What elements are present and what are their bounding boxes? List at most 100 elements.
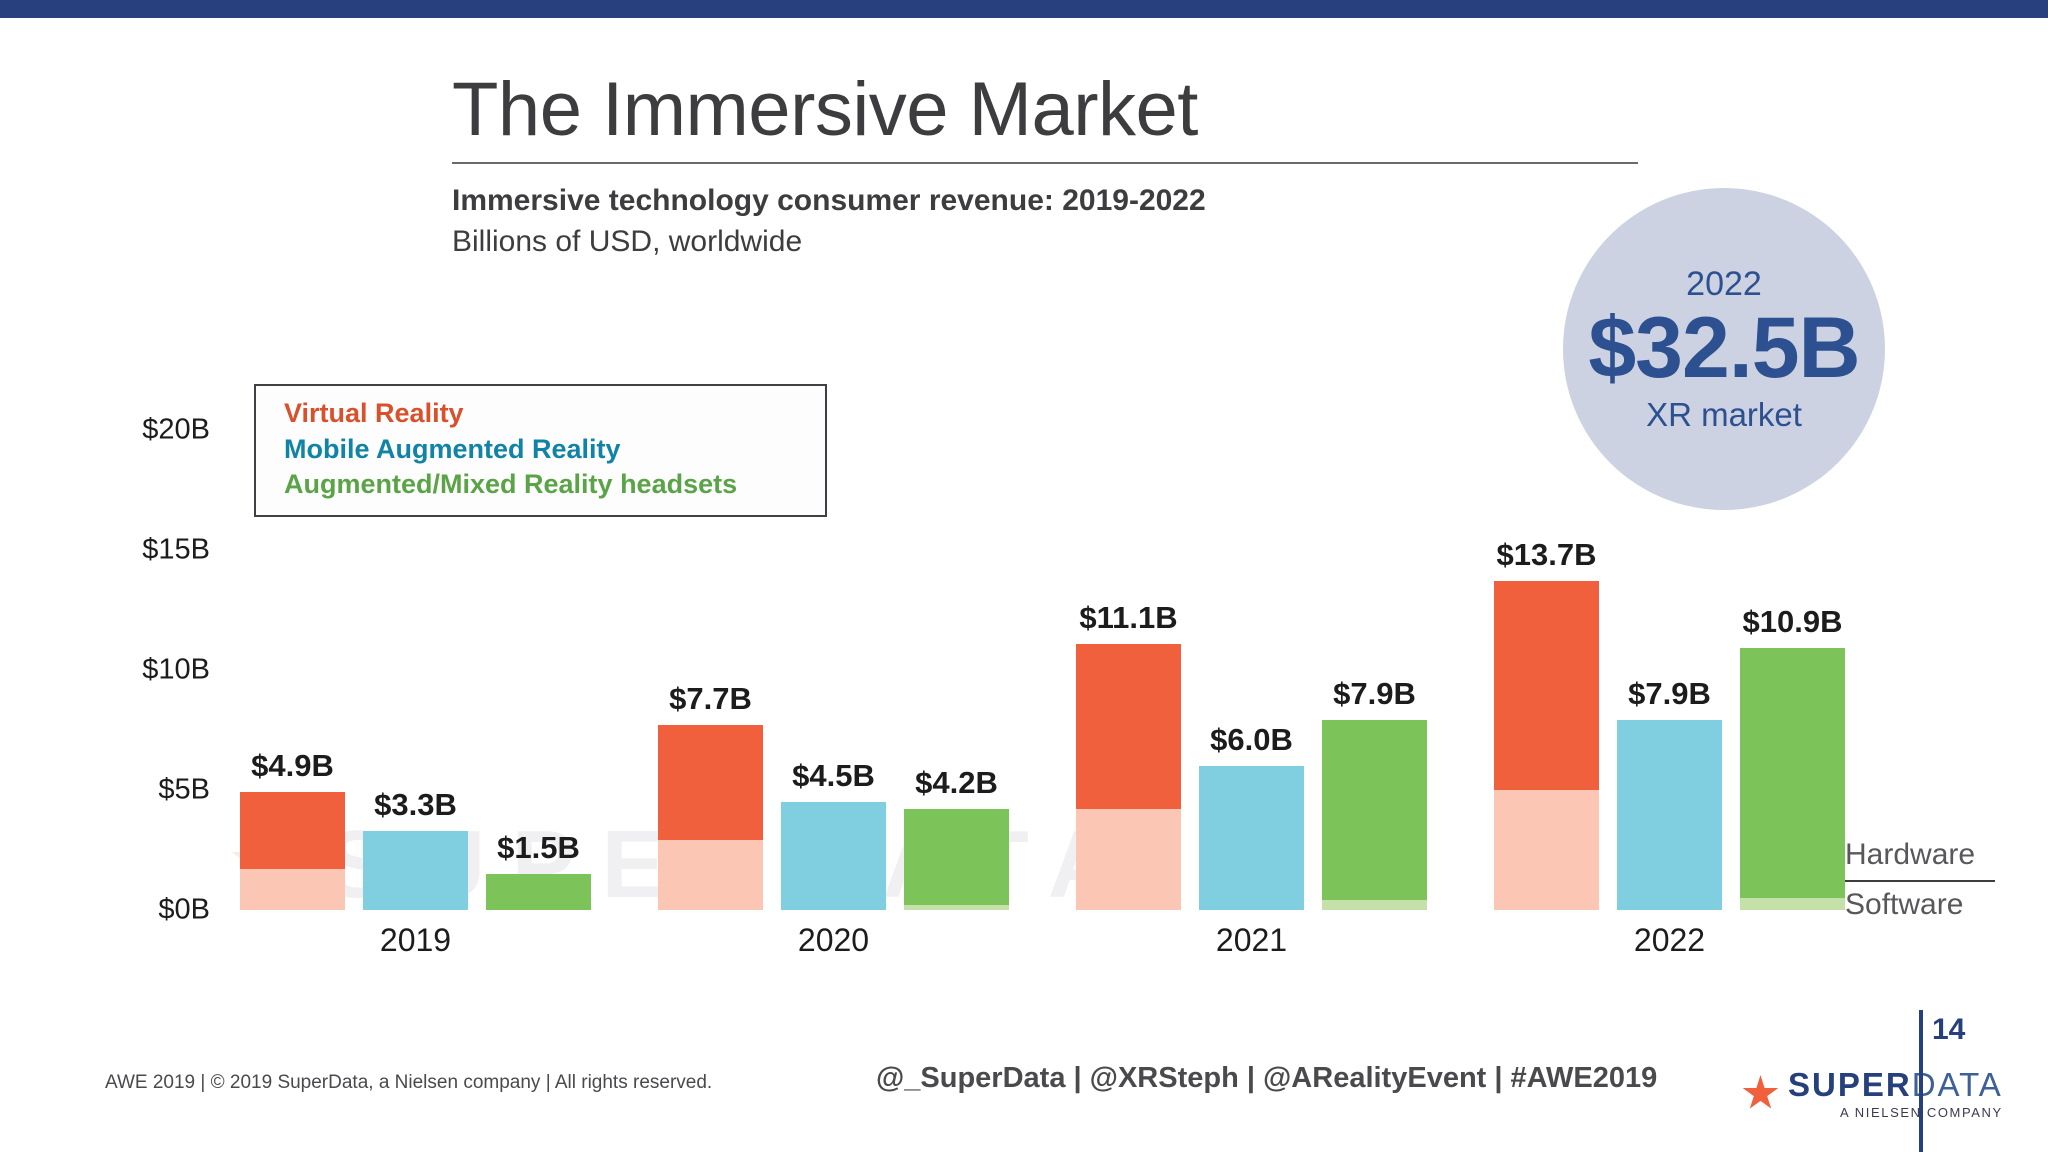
- x-axis-label-2021: 2021: [1215, 922, 1288, 958]
- bar-segment-hardware: [1199, 766, 1304, 910]
- bar-2019-virtual-reality[interactable]: $4.9B: [240, 748, 345, 910]
- bar-rect: [781, 802, 886, 910]
- bar-group-2021: $11.1B $6.0B $7.9B 2021: [1076, 430, 1439, 958]
- bar-2022-mobile-augmented-reality[interactable]: $7.9B: [1617, 676, 1722, 910]
- callout-year: 2022: [1686, 264, 1762, 303]
- bar-2019-mobile-augmented-reality[interactable]: $3.3B: [363, 787, 468, 910]
- plot-area: $4.9B $3.3B $1.5B 2019 $7.7B $4.5B $4.2B 2020 $1…: [240, 430, 1910, 958]
- x-axis-label-2022: 2022: [1633, 922, 1706, 958]
- bar-rect: [1740, 648, 1845, 910]
- bar-segment-software: [1322, 900, 1427, 910]
- bar-2022-virtual-reality[interactable]: $13.7B: [1494, 537, 1599, 910]
- y-axis-tick-5: $5B: [158, 773, 210, 806]
- bar-value-label: $6.0B: [1210, 722, 1293, 757]
- bar-segment-hardware: [1740, 648, 1845, 898]
- bar-segment-hardware: [1076, 643, 1181, 810]
- x-axis-label-2020: 2020: [797, 922, 870, 958]
- bars-row: $11.1B $6.0B $7.9B: [1076, 430, 1439, 910]
- bar-rect: [240, 792, 345, 910]
- bar-rect: [904, 809, 1009, 910]
- bar-rect: [1076, 643, 1181, 910]
- footer-copyright: AWE 2019 | © 2019 SuperData, a Nielsen c…: [105, 1072, 713, 1093]
- bar-2020-mobile-augmented-reality[interactable]: $4.5B: [781, 758, 886, 910]
- chart-subtitle-secondary: Billions of USD, worldwide: [452, 225, 803, 259]
- legend-item-virtual-reality: Virtual Reality: [284, 398, 464, 428]
- y-axis-tick-20: $20B: [142, 413, 210, 446]
- bar-segment-software: [658, 840, 763, 910]
- bar-rect: [1494, 581, 1599, 910]
- bar-value-label: $3.3B: [374, 786, 457, 822]
- bar-segment-hardware: [240, 792, 345, 870]
- y-axis: $0B $5B $10B $15B $20B: [40, 0, 210, 1152]
- page-title: The Immersive Market: [452, 67, 1198, 152]
- bar-segment-software: [240, 869, 345, 910]
- bar-2021-virtual-reality[interactable]: $11.1B: [1076, 600, 1181, 910]
- logo-data-text: DATA: [1911, 1066, 2003, 1103]
- bar-2021-mobile-augmented-reality[interactable]: $6.0B: [1199, 722, 1304, 910]
- bar-segment-hardware: [1322, 720, 1427, 901]
- footer-social-handles: @_SuperData | @XRSteph | @ARealityEvent …: [876, 1062, 1658, 1094]
- star-icon: [1742, 1075, 1779, 1109]
- bar-rect: [658, 725, 763, 910]
- page-number: 14: [1932, 1013, 1966, 1046]
- software-label: Software: [1845, 887, 1964, 921]
- bars-row: $7.7B $4.5B $4.2B: [658, 430, 1021, 910]
- x-axis-label-2019: 2019: [379, 922, 452, 958]
- bar-rect: [1322, 720, 1427, 910]
- title-block: The Immersive Market Immersive technolog…: [452, 72, 1642, 262]
- bar-value-label: $4.2B: [915, 765, 998, 801]
- bar-value-label: $13.7B: [1496, 537, 1597, 573]
- page-number-rule: [1919, 1010, 1923, 1152]
- bar-value-label: $4.5B: [792, 758, 875, 793]
- bar-2021-augmented-mixed-reality-headsets[interactable]: $7.9B: [1322, 676, 1427, 910]
- bar-rect: [1199, 766, 1304, 910]
- bar-rect: [1617, 720, 1722, 910]
- bar-value-label: $7.9B: [1628, 676, 1711, 712]
- title-divider: [452, 162, 1638, 164]
- bar-segment-hardware: [1617, 720, 1722, 910]
- bar-value-label: $4.9B: [251, 748, 334, 784]
- bars-row: $4.9B $3.3B $1.5B: [240, 430, 603, 910]
- bars-row: $13.7B $7.9B $10.9B: [1494, 430, 1857, 910]
- top-accent-bar: [0, 0, 2048, 18]
- bar-2019-augmented-mixed-reality-headsets[interactable]: $1.5B: [486, 830, 591, 910]
- logo-wordmark: SUPERDATA A NIELSEN COMPANY: [1788, 1068, 2003, 1119]
- y-axis-tick-15: $15B: [142, 533, 210, 566]
- logo-tagline: A NIELSEN COMPANY: [1840, 1105, 2003, 1120]
- bar-value-label: $11.1B: [1079, 599, 1178, 635]
- bar-segment-hardware: [1494, 581, 1599, 790]
- bar-2022-augmented-mixed-reality-headsets[interactable]: $10.9B: [1740, 604, 1845, 910]
- bar-segment-software: [1494, 790, 1599, 910]
- logo-main-text: SUPERDATA: [1788, 1068, 2003, 1101]
- bar-segment-hardware: [486, 874, 591, 910]
- hw-sw-divider: [1845, 879, 1995, 882]
- hardware-software-annotation: Hardware Software: [1845, 835, 2005, 925]
- xr-market-callout: 2022 $32.5B XR market: [1563, 188, 1885, 510]
- bar-rect: [363, 830, 468, 910]
- chart-subtitle-primary: Immersive technology consumer revenue: 2…: [452, 184, 1206, 217]
- bar-2020-augmented-mixed-reality-headsets[interactable]: $4.2B: [904, 765, 1009, 910]
- bar-2020-virtual-reality[interactable]: $7.7B: [658, 681, 763, 910]
- callout-value: $32.5B: [1588, 299, 1860, 396]
- bar-segment-hardware: [904, 809, 1009, 906]
- bar-value-label: $1.5B: [497, 830, 580, 865]
- bar-segment-software: [904, 905, 1009, 910]
- bar-group-2020: $7.7B $4.5B $4.2B 2020: [658, 430, 1021, 958]
- y-axis-tick-0: $0B: [158, 893, 210, 926]
- bar-segment-hardware: [658, 725, 763, 841]
- bar-group-2022: $13.7B $7.9B $10.9B 2022: [1494, 430, 1857, 958]
- bar-segment-hardware: [363, 830, 468, 910]
- bar-group-2019: $4.9B $3.3B $1.5B 2019: [240, 430, 603, 958]
- superdata-logo: SUPERDATA A NIELSEN COMPANY: [1742, 1068, 2003, 1119]
- bar-value-label: $7.7B: [669, 681, 752, 717]
- bar-value-label: $10.9B: [1742, 604, 1843, 640]
- legend-item-ar-mr-headsets: Augmented/Mixed Reality headsets: [284, 469, 738, 500]
- bar-segment-hardware: [781, 802, 886, 910]
- logo-super-text: SUPER: [1788, 1066, 1912, 1103]
- bar-segment-software: [1740, 898, 1845, 910]
- bar-rect: [486, 874, 591, 910]
- hardware-label: Hardware: [1845, 838, 1976, 871]
- chart-legend: Virtual Reality Mobile Augmented Reality…: [254, 384, 827, 517]
- y-axis-tick-10: $10B: [142, 653, 210, 686]
